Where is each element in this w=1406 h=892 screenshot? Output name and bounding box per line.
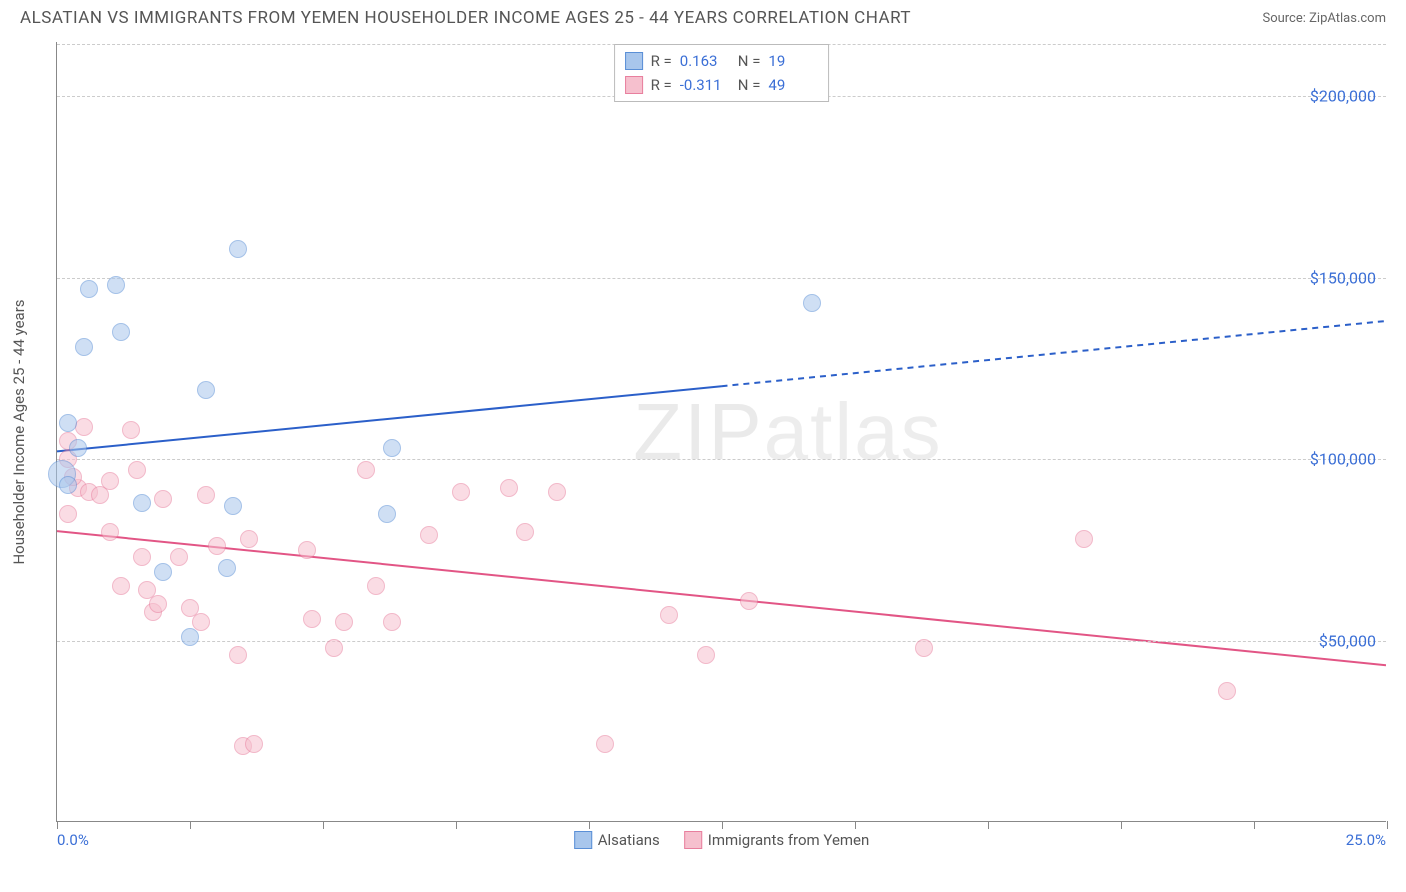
swatch-icon	[574, 831, 592, 849]
chart-header: ALSATIAN VS IMMIGRANTS FROM YEMEN HOUSEH…	[0, 0, 1406, 32]
x-tick	[1121, 821, 1122, 829]
data-point	[303, 610, 321, 628]
data-point	[660, 606, 678, 624]
data-point	[325, 639, 343, 657]
gridline	[57, 459, 1386, 460]
x-tick	[57, 821, 58, 829]
x-tick	[855, 821, 856, 829]
data-point	[229, 240, 247, 258]
data-point	[357, 461, 375, 479]
data-point	[500, 479, 518, 497]
swatch-icon	[625, 76, 643, 94]
x-tick	[589, 821, 590, 829]
x-tick	[190, 821, 191, 829]
gridline	[57, 641, 1386, 642]
data-point	[596, 735, 614, 753]
data-point	[245, 735, 263, 753]
data-point	[107, 276, 125, 294]
chart-source: Source: ZipAtlas.com	[1262, 11, 1386, 26]
data-point	[197, 381, 215, 399]
data-point	[803, 294, 821, 312]
swatch-icon	[684, 831, 702, 849]
data-point	[75, 338, 93, 356]
data-point	[75, 418, 93, 436]
x-axis-start-label: 0.0%	[57, 831, 89, 849]
data-point	[240, 530, 258, 548]
data-point	[420, 526, 438, 544]
data-point	[224, 497, 242, 515]
x-tick	[722, 821, 723, 829]
data-point	[59, 476, 77, 494]
y-tick-label: $100,000	[1310, 450, 1376, 469]
data-point	[133, 548, 151, 566]
legend-item-yemen: Immigrants from Yemen	[684, 831, 870, 849]
data-point	[516, 523, 534, 541]
data-point	[383, 613, 401, 631]
x-tick	[1254, 821, 1255, 829]
data-point	[128, 461, 146, 479]
x-tick	[456, 821, 457, 829]
swatch-icon	[625, 52, 643, 70]
legend-label: Immigrants from Yemen	[708, 831, 870, 849]
legend-row-alsatians: R = 0.163 N = 19	[625, 49, 819, 73]
data-point	[197, 486, 215, 504]
data-point	[59, 414, 77, 432]
data-point	[229, 646, 247, 664]
data-point	[154, 490, 172, 508]
data-point	[80, 280, 98, 298]
data-point	[915, 639, 933, 657]
data-point	[208, 537, 226, 555]
legend-item-alsatians: Alsatians	[574, 831, 660, 849]
n-value: 49	[768, 73, 818, 97]
data-point	[181, 628, 199, 646]
data-point	[59, 505, 77, 523]
data-point	[218, 559, 236, 577]
data-point	[112, 323, 130, 341]
r-value: 0.163	[680, 49, 730, 73]
n-value: 19	[768, 49, 818, 73]
data-point	[740, 592, 758, 610]
legend-label: Alsatians	[598, 831, 660, 849]
y-axis-title: Householder Income Ages 25 - 44 years	[10, 299, 28, 564]
data-point	[335, 613, 353, 631]
data-point	[170, 548, 188, 566]
chart-title: ALSATIAN VS IMMIGRANTS FROM YEMEN HOUSEH…	[20, 8, 911, 28]
data-point	[133, 494, 151, 512]
data-point	[383, 439, 401, 457]
data-point	[112, 577, 130, 595]
gridline	[57, 278, 1386, 279]
y-tick-label: $150,000	[1310, 268, 1376, 287]
scatter-chart: Householder Income Ages 25 - 44 years ZI…	[56, 42, 1386, 822]
data-point	[298, 541, 316, 559]
data-point	[367, 577, 385, 595]
data-point	[1218, 682, 1236, 700]
data-point	[452, 483, 470, 501]
data-point	[548, 483, 566, 501]
correlation-legend: R = 0.163 N = 19 R = -0.311 N = 49	[614, 44, 830, 102]
trend-lines	[57, 42, 1386, 821]
series-legend: Alsatians Immigrants from Yemen	[574, 831, 870, 849]
data-point	[69, 439, 87, 457]
data-point	[149, 595, 167, 613]
x-tick	[323, 821, 324, 829]
data-point	[122, 421, 140, 439]
x-tick	[1387, 821, 1388, 829]
x-axis-end-label: 25.0%	[1346, 831, 1386, 849]
x-tick	[988, 821, 989, 829]
data-point	[154, 563, 172, 581]
data-point	[101, 472, 119, 490]
data-point	[101, 523, 119, 541]
data-point	[697, 646, 715, 664]
data-point	[378, 505, 396, 523]
y-tick-label: $200,000	[1310, 87, 1376, 106]
legend-row-yemen: R = -0.311 N = 49	[625, 73, 819, 97]
r-value: -0.311	[680, 73, 730, 97]
watermark: ZIPatlas	[633, 386, 942, 478]
y-tick-label: $50,000	[1319, 631, 1376, 650]
data-point	[1075, 530, 1093, 548]
